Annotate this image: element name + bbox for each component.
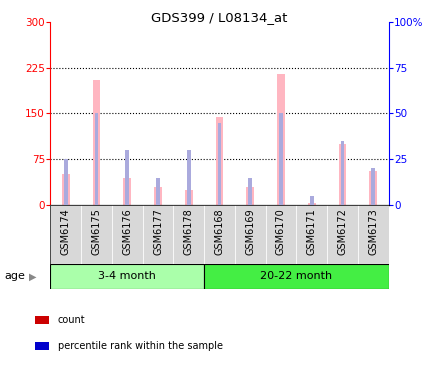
Text: GSM6173: GSM6173 [367, 208, 377, 255]
Text: GSM6178: GSM6178 [184, 208, 193, 255]
Text: GSM6170: GSM6170 [276, 208, 285, 255]
Bar [35, 316, 49, 324]
Text: GSM6169: GSM6169 [245, 208, 254, 254]
Bar [154, 187, 162, 205]
Text: ▶: ▶ [28, 271, 36, 281]
Bar [62, 175, 70, 205]
Text: GSM6172: GSM6172 [337, 208, 346, 255]
Text: GSM6175: GSM6175 [92, 208, 101, 255]
Bar [173, 205, 204, 264]
Bar [307, 203, 315, 205]
Bar [92, 80, 100, 205]
Text: GSM6176: GSM6176 [122, 208, 132, 255]
Bar [368, 171, 376, 205]
Bar [125, 150, 129, 205]
Bar [371, 168, 374, 205]
Bar [112, 205, 142, 264]
Bar [338, 144, 346, 205]
Text: percentile rank within the sample: percentile rank within the sample [58, 341, 222, 351]
Text: GSM6168: GSM6168 [214, 208, 224, 254]
Bar [64, 159, 67, 205]
Bar [35, 343, 49, 350]
Bar [50, 264, 204, 289]
Text: 3-4 month: 3-4 month [98, 271, 156, 281]
Text: 20-22 month: 20-22 month [260, 271, 332, 281]
Bar [279, 113, 282, 205]
Text: GSM6174: GSM6174 [61, 208, 71, 255]
Text: GSM6171: GSM6171 [306, 208, 316, 255]
Bar [296, 205, 326, 264]
Bar [248, 178, 251, 205]
Bar [184, 190, 192, 205]
Bar [234, 205, 265, 264]
Bar [156, 178, 159, 205]
Bar [357, 205, 388, 264]
Bar [50, 205, 81, 264]
Text: age: age [4, 271, 25, 281]
Bar [326, 205, 357, 264]
Bar [217, 123, 221, 205]
Bar [265, 205, 296, 264]
Bar [246, 187, 254, 205]
Bar [95, 113, 98, 205]
Bar [276, 74, 284, 205]
Bar [81, 205, 112, 264]
Bar [187, 150, 190, 205]
Text: count: count [58, 315, 85, 325]
Bar [123, 178, 131, 205]
Bar [204, 205, 234, 264]
Text: GSM6177: GSM6177 [153, 208, 162, 255]
Bar [309, 196, 313, 205]
Bar [204, 264, 388, 289]
Bar [142, 205, 173, 264]
Text: GDS399 / L08134_at: GDS399 / L08134_at [151, 11, 287, 24]
Bar [215, 116, 223, 205]
Bar [340, 141, 343, 205]
